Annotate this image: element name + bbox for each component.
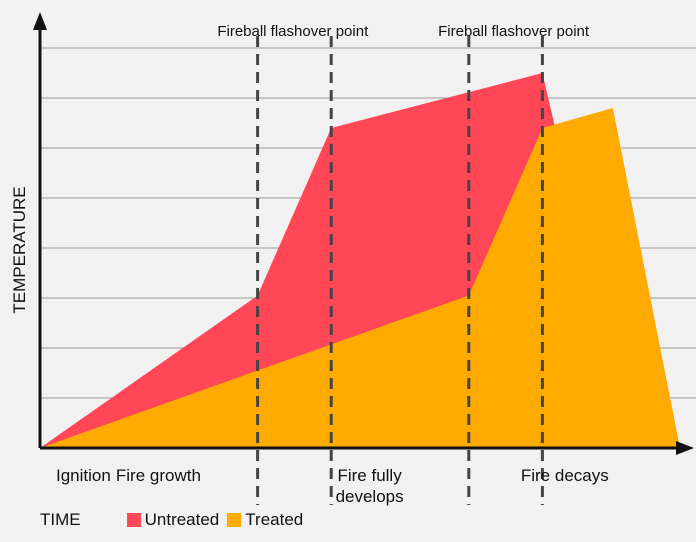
- chart-texts: TEMPERATURE Fireball flashover point Fire…: [10, 23, 609, 506]
- legend-label-untreated: Untreated: [144, 510, 220, 529]
- legend-item-untreated: Untreated: [126, 510, 220, 530]
- y-axis-label: TEMPERATURE: [10, 186, 29, 313]
- area-series: [40, 73, 680, 448]
- phase-label: Fire decays: [521, 466, 609, 485]
- phase-label: Fire fully develops: [336, 466, 404, 506]
- annotation-flashover: Fireball flashover point: [438, 23, 590, 40]
- phase-dividers: [256, 36, 544, 505]
- y-axis-arrow: [33, 12, 47, 30]
- axes: [33, 12, 694, 455]
- phase-label: Fire growth: [116, 466, 201, 485]
- x-axis-label: TIME: [40, 510, 81, 529]
- annotation-flashover: Fireball flashover point: [217, 23, 369, 40]
- legend: TIME Untreated Treated: [40, 510, 311, 530]
- legend-swatch-treated: [227, 513, 242, 527]
- legend-item-treated: Treated: [227, 510, 303, 530]
- legend-label-treated: Treated: [245, 510, 304, 529]
- legend-swatch-untreated: [126, 513, 141, 527]
- x-axis-arrow: [676, 441, 694, 455]
- phase-label: Ignition: [56, 466, 111, 485]
- area-treated: [40, 108, 680, 448]
